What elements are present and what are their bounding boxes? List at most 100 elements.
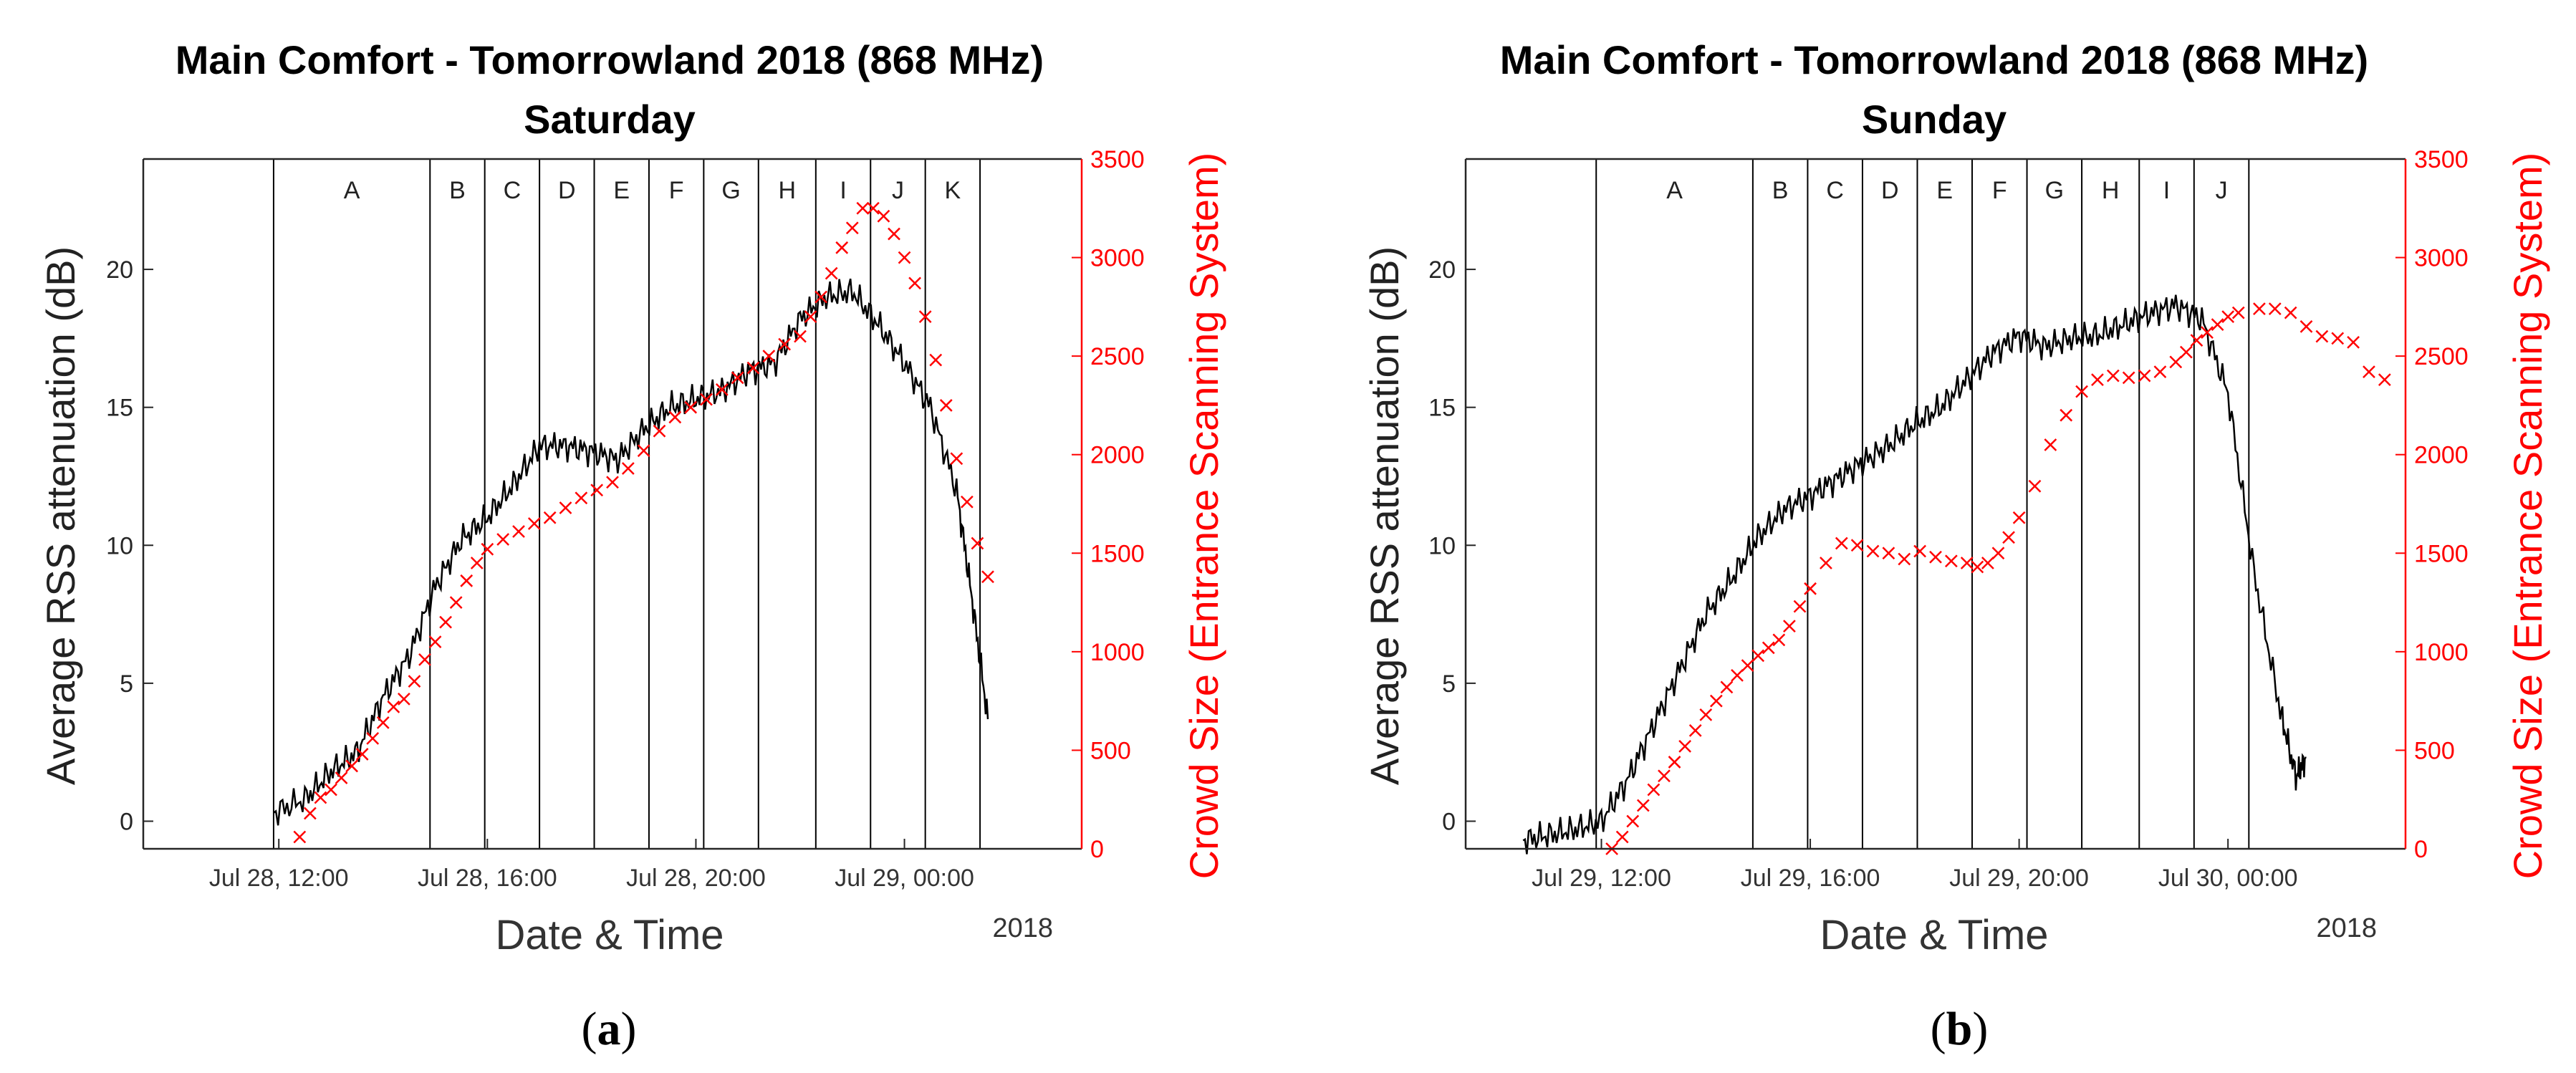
x-tick-label: Jul 29, 16:00 <box>1741 865 1880 892</box>
y-tick-label-right: 1500 <box>2414 540 2469 567</box>
crowd-size-marker <box>950 452 963 466</box>
crowd-size-marker <box>1720 680 1734 694</box>
crowd-size-marker <box>1793 600 1807 613</box>
crowd-size-marker <box>1820 557 1832 569</box>
crowd-size-marker <box>1668 756 1681 769</box>
crowd-size-marker <box>1636 799 1650 812</box>
crowd-size-marker <box>715 383 729 396</box>
crowd-size-marker <box>1913 544 1927 558</box>
plot-area: A B C D E F G H I J K 0 5 10 15 20 0 500 1000 1500 2000 2500 3… <box>106 146 1144 892</box>
crowd-size-marker <box>449 596 463 609</box>
crowd-size-marker <box>1741 659 1754 673</box>
x-axis-label: Date & Time <box>1820 912 2048 958</box>
period-label: A <box>344 177 360 204</box>
y-tick-label-right: 2000 <box>1090 442 1145 469</box>
crowd-size-marker <box>825 266 838 280</box>
crowd-size-marker <box>845 221 859 235</box>
period-label: D <box>558 177 576 204</box>
period-label: D <box>1881 177 1899 204</box>
panel-caption: (b) <box>1931 1003 1989 1055</box>
y-axis-label-right: Crowd Size (Entrance Scanning System) <box>2505 153 2550 880</box>
crowd-size-marker <box>1929 550 1942 564</box>
y-tick-label-right: 2500 <box>2414 343 2469 370</box>
crowd-size-marker <box>2221 310 2235 323</box>
crowd-size-marker <box>778 337 792 351</box>
y-axis-label-left: Average RSS attenuation (dB) <box>1362 246 1407 785</box>
y-tick-label-right: 500 <box>2414 737 2455 764</box>
crowd-size-marker <box>1731 668 1744 682</box>
crowd-size-marker <box>527 517 541 530</box>
crowd-size-marker <box>939 399 953 412</box>
crowd-size-marker <box>2044 438 2057 451</box>
y-tick-label-right: 0 <box>1090 836 1104 863</box>
y-tick-label-right: 3500 <box>1090 146 1145 173</box>
crowd-size-marker <box>2378 373 2391 387</box>
crowd-size-marker <box>345 759 358 773</box>
crowd-size-marker <box>731 371 744 385</box>
x-tick-label: Jul 29, 00:00 <box>835 865 974 892</box>
y-tick-label-left: 15 <box>1428 395 1456 422</box>
y-axis-label-right: Crowd Size (Entrance Scanning System) <box>1181 153 1226 880</box>
y-tick-label-left: 20 <box>106 256 133 284</box>
crowd-size-marker <box>1882 547 1895 560</box>
x-axis-label: Date & Time <box>495 912 724 958</box>
crowd-size-marker <box>835 241 849 254</box>
crowd-size-marker <box>293 830 307 844</box>
crowd-size-marker <box>856 201 870 215</box>
crowd-size-marker <box>2231 306 2245 319</box>
crowd-size-marker <box>335 771 348 784</box>
y-tick-label-right: 3000 <box>2414 245 2469 272</box>
year-label: 2018 <box>992 913 1053 943</box>
y-tick-label-left: 10 <box>106 532 133 559</box>
crowd-size-marker <box>1804 582 1817 595</box>
crowd-size-marker <box>2028 479 2042 493</box>
period-label: C <box>1826 177 1844 204</box>
y-tick-label-left: 0 <box>120 808 133 835</box>
period-label: F <box>1992 177 2007 204</box>
crowd-size-marker <box>481 542 494 556</box>
crowd-size-marker <box>496 533 510 546</box>
crowd-size-marker <box>325 783 337 797</box>
crowd-size-marker <box>2012 511 2026 524</box>
crowd-size-marker <box>355 748 369 761</box>
crowd-size-marker <box>428 635 442 648</box>
crowd-size-marker <box>1647 783 1661 797</box>
crowd-size-marker <box>2153 365 2167 379</box>
chart-title: Main Comfort - Tomorrowland 2018 (868 MH… <box>1500 37 2368 82</box>
crowd-size-marker <box>1709 694 1723 708</box>
crowd-size-marker <box>439 615 452 629</box>
crowd-size-marker <box>2002 531 2015 544</box>
chart-panel-b: Main Comfort - Tomorrowland 2018 (868 MH… <box>1362 37 2550 1055</box>
crowd-size-marker <box>814 290 827 304</box>
crowd-size-marker <box>314 791 327 804</box>
crowd-size-marker <box>918 310 932 323</box>
crowd-size-marker <box>2060 408 2073 422</box>
y-tick-label-left: 10 <box>1428 532 1456 559</box>
crowd-size-marker <box>1960 557 1974 569</box>
crowd-size-marker <box>376 716 390 729</box>
x-tick-label: Jul 29, 20:00 <box>1949 865 2089 892</box>
x-tick-label: Jul 28, 20:00 <box>626 865 766 892</box>
crowd-size-marker <box>1835 536 1848 550</box>
panel-caption: (a) <box>582 1003 637 1055</box>
crowd-size-marker <box>2315 329 2329 343</box>
crowd-size-marker <box>2169 355 2183 369</box>
x-tick-label: Jul 29, 12:00 <box>1532 865 1671 892</box>
crowd-size-marker <box>1971 560 1984 574</box>
crowd-size-marker <box>2201 326 2214 340</box>
crowd-size-marker <box>1699 708 1713 721</box>
crowd-size-marker <box>762 350 776 363</box>
y-tick-label-right: 2000 <box>2414 442 2469 469</box>
crowd-size-marker <box>1850 539 1864 552</box>
crowd-size-marker <box>387 701 400 713</box>
crowd-size-marker <box>804 310 817 323</box>
crowd-size-marker <box>1751 649 1765 663</box>
crowd-size-marker <box>606 476 619 489</box>
y-tick-label-left: 20 <box>1428 256 1456 284</box>
y-tick-label-left: 5 <box>1442 670 1456 698</box>
crowd-size-marker <box>1615 830 1629 844</box>
crowd-size-marker <box>981 570 994 584</box>
plot-area: A B C D E F G H I J 0 5 10 15 20 0 500 1000 1500 2000 2500 30… <box>1428 146 2468 892</box>
crowd-size-marker <box>700 393 713 406</box>
